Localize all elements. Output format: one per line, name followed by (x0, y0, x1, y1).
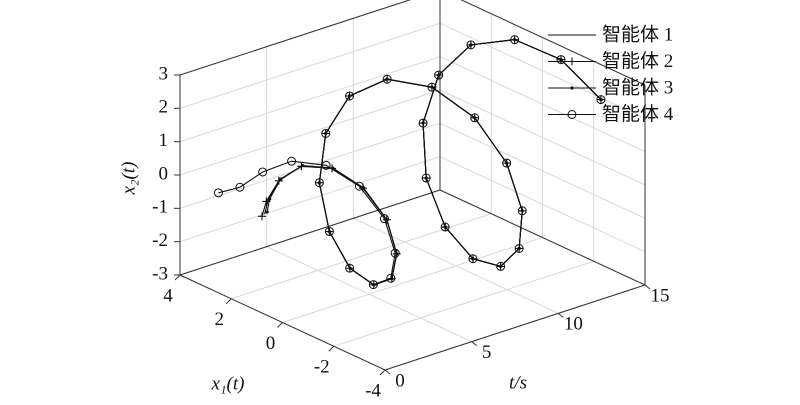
y-tick-label: 4 (163, 285, 173, 306)
marker-circle (510, 35, 520, 45)
x-tick-label: 10 (564, 314, 583, 335)
marker-dot (301, 164, 305, 168)
grid-line (231, 213, 492, 300)
marker-circle (321, 128, 331, 138)
z-tick-label: 0 (159, 163, 169, 184)
marker-plus (274, 176, 283, 185)
x-tick-label: 5 (482, 342, 492, 363)
y-tick-label: 2 (215, 309, 225, 330)
z-tick-label: 1 (159, 130, 169, 151)
marker-circle (354, 181, 364, 191)
axis-edge (179, 189, 441, 276)
grid-line (179, 156, 441, 243)
marker-circle (321, 160, 331, 170)
marker-circle (502, 158, 512, 168)
marker-circle (470, 113, 480, 123)
grid-line (282, 237, 543, 323)
marker-circle (418, 118, 428, 128)
y-tick-label: -2 (314, 357, 330, 378)
marker-circle (345, 263, 355, 273)
grid-line (439, 89, 646, 186)
marker-circle (596, 95, 606, 105)
tick-mark (225, 298, 232, 305)
marker-dot (395, 252, 399, 256)
y-axis-label: x₁(t) (211, 373, 245, 394)
grid-line (179, 56, 441, 143)
marker-plus (568, 57, 576, 66)
grid-line (439, 122, 646, 219)
tick-mark (328, 345, 335, 352)
tick-mark (379, 369, 386, 376)
marker-circle (345, 91, 355, 101)
tick-mark (644, 284, 651, 290)
tick-mark (174, 274, 181, 281)
grid-line (179, 0, 412, 76)
grid-line (439, 22, 646, 119)
tick-mark (558, 312, 564, 318)
marker-circle (287, 156, 297, 166)
grid-line (333, 260, 594, 347)
axis-edge (384, 284, 646, 371)
tick-mark (471, 341, 477, 347)
marker-circle (440, 222, 450, 232)
x-tick-label: 0 (395, 370, 405, 391)
marker-dot (570, 86, 574, 90)
grid-line (179, 89, 441, 176)
series-line (266, 39, 602, 286)
tick-mark (384, 369, 391, 375)
marker-circle (496, 261, 506, 271)
marker-circle (213, 188, 223, 198)
legend-label: 智能体 3 (602, 76, 673, 98)
series-line (261, 39, 602, 286)
z-tick-label: 3 (159, 63, 169, 84)
legend-label: 智能体 4 (602, 103, 674, 125)
marker-dot (265, 210, 269, 214)
marker-circle (556, 55, 566, 65)
axis-edge (460, 0, 646, 86)
marker-circle (258, 167, 268, 177)
marker-circle (466, 40, 476, 50)
marker-circle (314, 178, 324, 188)
x-axis-label: t/s (509, 372, 527, 393)
grid-line (179, 22, 441, 109)
axis-edge (439, 189, 646, 286)
marker-plus (258, 212, 266, 221)
marker-circle (421, 173, 431, 183)
tick-mark (277, 322, 283, 328)
marker-dot (268, 197, 272, 201)
x-tick-label: 15 (651, 285, 670, 306)
y-tick-label: -4 (365, 380, 381, 401)
marker-circle (390, 248, 400, 258)
marker-circle (427, 82, 437, 92)
series-line (264, 39, 602, 286)
z-tick-label: -3 (152, 263, 168, 284)
grid-line (439, 156, 646, 253)
marker-circle (368, 280, 378, 290)
y-tick-label: 0 (266, 333, 276, 354)
marker-circle (324, 227, 334, 237)
marker-circle (468, 254, 478, 264)
legend-label: 智能体 1 (602, 23, 673, 45)
marker-circle (514, 243, 524, 253)
marker-circle (567, 110, 577, 119)
z-tick-label: -1 (152, 197, 168, 218)
series-line (218, 39, 602, 286)
z-tick-label: 2 (159, 97, 169, 118)
marker-dot (279, 177, 283, 181)
z-tick-label: -2 (152, 230, 168, 251)
z-axis-label: x₂(t) (118, 162, 139, 196)
axis-edge (179, 0, 412, 76)
marker-circle (386, 273, 396, 283)
marker-circle (379, 214, 389, 224)
grid-line (439, 56, 646, 153)
marker-circle (382, 74, 392, 84)
marker-circle (434, 70, 444, 80)
marker-circle (517, 206, 527, 216)
legend-label: 智能体 2 (602, 50, 673, 72)
marker-circle (235, 182, 245, 192)
